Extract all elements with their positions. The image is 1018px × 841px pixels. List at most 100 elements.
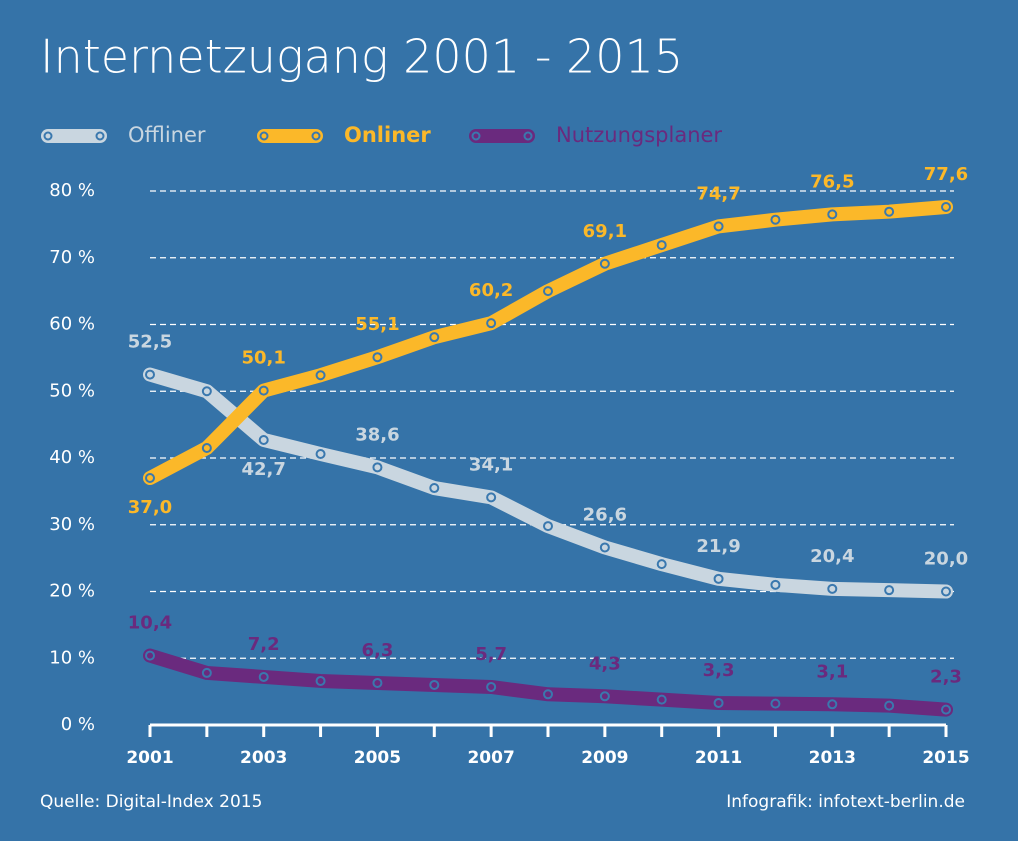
value-label: 55,1	[355, 314, 399, 335]
point	[770, 214, 781, 225]
point	[770, 579, 781, 590]
y-tick-label: 50 %	[49, 380, 95, 401]
point	[201, 667, 212, 678]
point	[201, 442, 212, 453]
value-label: 10,4	[128, 613, 172, 634]
point	[599, 258, 610, 269]
point	[486, 681, 497, 692]
point	[656, 694, 667, 705]
value-label: 74,7	[696, 183, 740, 204]
point	[315, 448, 326, 459]
legend-label: Offliner	[128, 123, 206, 147]
value-label: 26,6	[583, 504, 627, 525]
point	[599, 691, 610, 702]
legend-dot	[259, 131, 269, 141]
value-label: 42,7	[242, 459, 286, 480]
value-label: 3,1	[816, 661, 848, 682]
value-label: 69,1	[583, 221, 627, 242]
point	[656, 559, 667, 570]
point	[315, 675, 326, 686]
point	[145, 650, 155, 661]
value-label: 60,2	[469, 280, 513, 301]
value-label: 6,3	[361, 640, 393, 661]
point	[201, 386, 212, 397]
value-label: 20,0	[924, 549, 968, 570]
x-tick-label: 2015	[922, 748, 969, 768]
x-tick-label: 2005	[354, 748, 401, 768]
point	[429, 679, 440, 690]
credit: Infografik: infotext-berlin.de	[726, 792, 965, 812]
point	[827, 699, 838, 710]
point	[713, 697, 724, 708]
x-tick-label: 2007	[467, 748, 514, 768]
value-label: 2,3	[930, 667, 962, 688]
series-line	[143, 200, 953, 486]
series-line	[143, 648, 953, 717]
value-label: 5,7	[475, 644, 507, 665]
point	[486, 318, 497, 329]
x-tick-label: 2001	[126, 748, 173, 768]
value-label: 4,3	[589, 653, 621, 674]
point	[543, 521, 553, 532]
point	[429, 483, 440, 494]
source: Quelle: Digital-Index 2015	[40, 792, 262, 812]
point	[486, 492, 497, 503]
series-line	[143, 367, 953, 599]
point	[145, 473, 155, 484]
value-label: 34,1	[469, 454, 513, 475]
y-tick-label: 0 %	[61, 714, 95, 735]
point	[315, 370, 326, 381]
point	[372, 352, 383, 363]
point	[258, 385, 269, 396]
value-label: 3,3	[703, 660, 735, 681]
point	[941, 202, 951, 213]
value-label: 77,6	[924, 164, 968, 185]
point	[827, 583, 838, 594]
legend-dot	[95, 131, 105, 141]
value-label: 37,0	[128, 497, 172, 518]
legend-dot	[311, 131, 321, 141]
legend-dot	[43, 131, 53, 141]
value-label: 20,4	[810, 546, 854, 567]
point	[770, 698, 781, 709]
y-tick-label: 70 %	[49, 247, 95, 268]
x-tick-label: 2013	[809, 748, 856, 768]
point	[713, 221, 724, 232]
point	[543, 689, 553, 700]
point	[827, 209, 838, 220]
y-tick-label: 10 %	[49, 647, 95, 668]
point	[656, 240, 667, 251]
value-label: 38,6	[355, 424, 399, 445]
y-tick-label: 40 %	[49, 447, 95, 468]
value-label: 50,1	[242, 348, 286, 369]
value-label: 7,2	[248, 634, 280, 655]
point	[258, 671, 269, 682]
value-label: 52,5	[128, 332, 172, 353]
point	[543, 286, 553, 297]
point	[145, 369, 155, 380]
point	[372, 462, 383, 473]
y-tick-label: 20 %	[49, 581, 95, 602]
point	[429, 332, 440, 343]
x-tick-label: 2011	[695, 748, 742, 768]
point	[884, 700, 895, 711]
legend-dot	[523, 131, 533, 141]
x-tick-label: 2003	[240, 748, 287, 768]
y-tick-label: 80 %	[49, 180, 95, 201]
point	[599, 542, 610, 553]
point	[941, 586, 951, 597]
value-label: 21,9	[696, 536, 740, 557]
y-tick-label: 60 %	[49, 314, 95, 335]
x-tick-label: 2009	[581, 748, 628, 768]
y-tick-label: 30 %	[49, 514, 95, 535]
point	[372, 677, 383, 688]
legend-label: Nutzungsplaner	[556, 123, 722, 147]
point	[884, 206, 895, 217]
point	[713, 573, 724, 584]
chart-title: Internetzugang 2001 - 2015	[40, 30, 683, 84]
point	[884, 585, 895, 596]
legend-dot	[471, 131, 481, 141]
point	[258, 434, 269, 445]
value-label: 76,5	[810, 171, 854, 192]
